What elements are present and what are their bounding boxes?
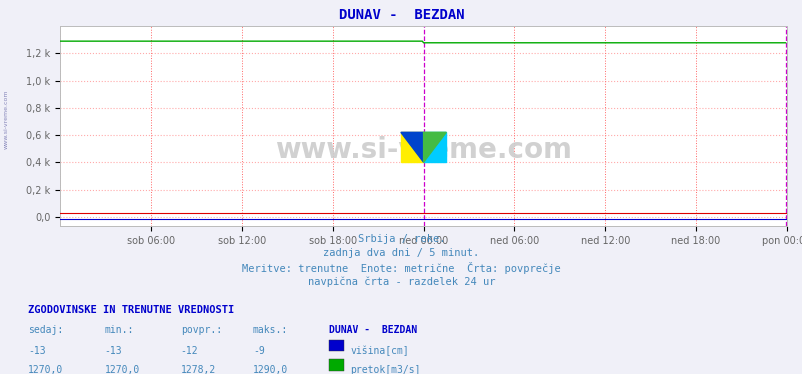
- Text: 1270,0: 1270,0: [28, 365, 63, 374]
- Text: Meritve: trenutne  Enote: metrične  Črta: povprečje: Meritve: trenutne Enote: metrične Črta: …: [242, 262, 560, 274]
- Text: DUNAV -  BEZDAN: DUNAV - BEZDAN: [329, 325, 417, 335]
- Text: www.si-vreme.com: www.si-vreme.com: [4, 90, 9, 150]
- Polygon shape: [423, 132, 446, 162]
- Text: 1278,2: 1278,2: [180, 365, 216, 374]
- Text: Srbija / reke.: Srbija / reke.: [358, 234, 444, 244]
- Text: -12: -12: [180, 346, 198, 356]
- Text: sedaj:: sedaj:: [28, 325, 63, 335]
- Text: ZGODOVINSKE IN TRENUTNE VREDNOSTI: ZGODOVINSKE IN TRENUTNE VREDNOSTI: [28, 305, 234, 315]
- Text: min.:: min.:: [104, 325, 134, 335]
- Text: -13: -13: [104, 346, 122, 356]
- Text: povpr.:: povpr.:: [180, 325, 221, 335]
- Text: 1290,0: 1290,0: [253, 365, 288, 374]
- Text: navpična črta - razdelek 24 ur: navpična črta - razdelek 24 ur: [307, 276, 495, 287]
- Text: -9: -9: [253, 346, 265, 356]
- Text: www.si-vreme.com: www.si-vreme.com: [275, 136, 571, 164]
- Text: DUNAV -  BEZDAN: DUNAV - BEZDAN: [338, 8, 464, 22]
- Text: pretok[m3/s]: pretok[m3/s]: [350, 365, 420, 374]
- Bar: [423, 132, 446, 162]
- Text: zadnja dva dni / 5 minut.: zadnja dva dni / 5 minut.: [323, 248, 479, 258]
- Text: višina[cm]: višina[cm]: [350, 346, 408, 356]
- Text: 1270,0: 1270,0: [104, 365, 140, 374]
- Text: -13: -13: [28, 346, 46, 356]
- Bar: [400, 132, 423, 162]
- Text: maks.:: maks.:: [253, 325, 288, 335]
- Polygon shape: [400, 132, 423, 162]
